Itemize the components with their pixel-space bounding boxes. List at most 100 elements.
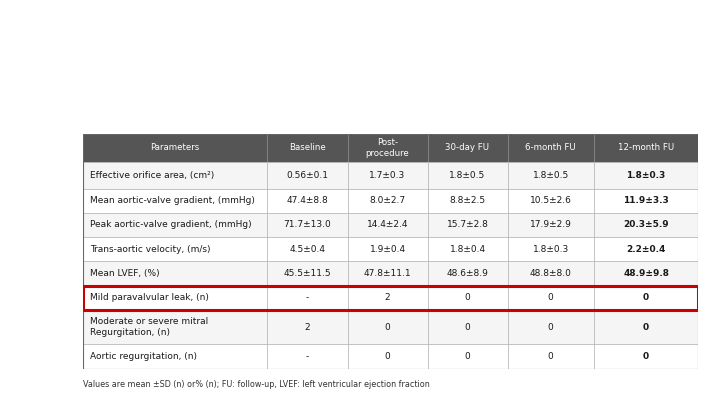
Text: 1.8±0.4: 1.8±0.4 [449, 245, 485, 254]
Text: 2: 2 [384, 293, 390, 302]
Text: 2: 2 [305, 322, 310, 332]
Bar [594, 344, 698, 369]
Bar [594, 162, 698, 189]
Bar [268, 134, 348, 162]
Text: 2019: 2019 [8, 52, 17, 77]
Bar [268, 162, 348, 189]
Bar [83, 189, 268, 213]
Bar [428, 310, 508, 344]
Text: 0: 0 [384, 322, 390, 332]
Bar [83, 213, 268, 237]
Bar [83, 237, 268, 261]
Bar [428, 134, 508, 162]
Bar [348, 286, 428, 310]
Text: Peak aortic-valve gradient, (mmHg): Peak aortic-valve gradient, (mmHg) [90, 220, 252, 229]
Text: 48.8±8.0: 48.8±8.0 [530, 269, 572, 278]
Bar [508, 162, 594, 189]
Text: 0: 0 [643, 352, 649, 361]
Text: Baseline: Baseline [289, 143, 326, 152]
Bar [428, 213, 508, 237]
Text: 0: 0 [464, 293, 470, 302]
Bar [594, 261, 698, 286]
Bar [428, 189, 508, 213]
Text: Mean aortic-valve gradient, (mmHg): Mean aortic-valve gradient, (mmHg) [90, 196, 255, 205]
Bar [594, 237, 698, 261]
Text: 20.3±5.9: 20.3±5.9 [624, 220, 669, 229]
Text: 0.56±0.1: 0.56±0.1 [287, 171, 328, 180]
Bar [268, 237, 348, 261]
Text: 1.9±0.4: 1.9±0.4 [369, 245, 405, 254]
Bar [594, 286, 698, 310]
Text: Values are mean ±SD (n) or% (n); FU: follow-up, LVEF: left ventricular ejection : Values are mean ±SD (n) or% (n); FU: fol… [83, 380, 430, 389]
Text: 8.8±2.5: 8.8±2.5 [449, 196, 485, 205]
Bar [594, 310, 698, 344]
Text: 71.7±13.0: 71.7±13.0 [284, 220, 331, 229]
Text: 1.8±0.5: 1.8±0.5 [449, 171, 486, 180]
Bar [428, 237, 508, 261]
Bar [348, 237, 428, 261]
Bar [508, 237, 594, 261]
Bar [268, 189, 348, 213]
Text: 0: 0 [643, 293, 649, 302]
Text: 1.8±0.3: 1.8±0.3 [626, 171, 666, 180]
Text: Aortic regurgitation, (n): Aortic regurgitation, (n) [90, 352, 197, 361]
Text: 15.7±2.8: 15.7±2.8 [446, 220, 488, 229]
Bar [83, 344, 268, 369]
Text: 0: 0 [464, 322, 470, 332]
Bar [348, 134, 428, 162]
Bar [508, 134, 594, 162]
Text: 48.9±9.8: 48.9±9.8 [623, 269, 669, 278]
Bar [83, 134, 268, 162]
Bar [268, 286, 348, 310]
Text: Moderate or severe mitral
Regurgitation, (n): Moderate or severe mitral Regurgitation,… [90, 317, 208, 337]
Text: PCR: PCR [35, 67, 115, 101]
Text: 12-month FU: 12-month FU [618, 143, 674, 152]
Bar [428, 344, 508, 369]
Text: Mean LVEF, (%): Mean LVEF, (%) [90, 269, 160, 278]
Text: 47.8±11.1: 47.8±11.1 [364, 269, 411, 278]
Text: Post-
procedure: Post- procedure [366, 138, 410, 158]
Text: at 12-month follow-up: at 12-month follow-up [294, 83, 526, 103]
Bar [83, 286, 698, 310]
Text: Echocardiographic findings: Echocardiographic findings [269, 35, 552, 55]
Bar [268, 261, 348, 286]
Bar [508, 189, 594, 213]
Bar [508, 310, 594, 344]
Text: 8.0±2.7: 8.0±2.7 [369, 196, 405, 205]
Bar [508, 286, 594, 310]
Text: euro: euro [40, 31, 61, 41]
Text: 1.7±0.3: 1.7±0.3 [369, 171, 405, 180]
Text: 0: 0 [548, 352, 554, 361]
Bar [83, 286, 268, 310]
Text: Effective orifice area, (cm²): Effective orifice area, (cm²) [90, 171, 215, 180]
Bar [594, 213, 698, 237]
Bar [348, 213, 428, 237]
Text: Trans-aortic velocity, (m/s): Trans-aortic velocity, (m/s) [90, 245, 211, 254]
Bar [594, 189, 698, 213]
Text: 14.4±2.4: 14.4±2.4 [366, 220, 408, 229]
Bar [508, 261, 594, 286]
Text: 0: 0 [464, 352, 470, 361]
Bar [428, 261, 508, 286]
Text: 47.4±8.8: 47.4±8.8 [287, 196, 328, 205]
Bar [508, 344, 594, 369]
Text: 30-day FU: 30-day FU [446, 143, 490, 152]
Text: 45.5±11.5: 45.5±11.5 [284, 269, 331, 278]
Text: Mild paravalvular leak, (n): Mild paravalvular leak, (n) [90, 293, 209, 302]
Bar [83, 261, 268, 286]
Text: -: - [306, 352, 309, 361]
Bar [348, 162, 428, 189]
Bar [348, 310, 428, 344]
Bar [83, 310, 268, 344]
Text: 0: 0 [384, 352, 390, 361]
Bar [594, 134, 698, 162]
Text: Parameters: Parameters [150, 143, 199, 152]
Text: 0: 0 [548, 322, 554, 332]
Text: 0: 0 [548, 293, 554, 302]
Bar [268, 344, 348, 369]
Bar [348, 189, 428, 213]
Text: 17.9±2.9: 17.9±2.9 [530, 220, 572, 229]
Text: 11.9±3.3: 11.9±3.3 [624, 196, 669, 205]
Text: 1.8±0.3: 1.8±0.3 [533, 245, 569, 254]
Bar [83, 162, 268, 189]
